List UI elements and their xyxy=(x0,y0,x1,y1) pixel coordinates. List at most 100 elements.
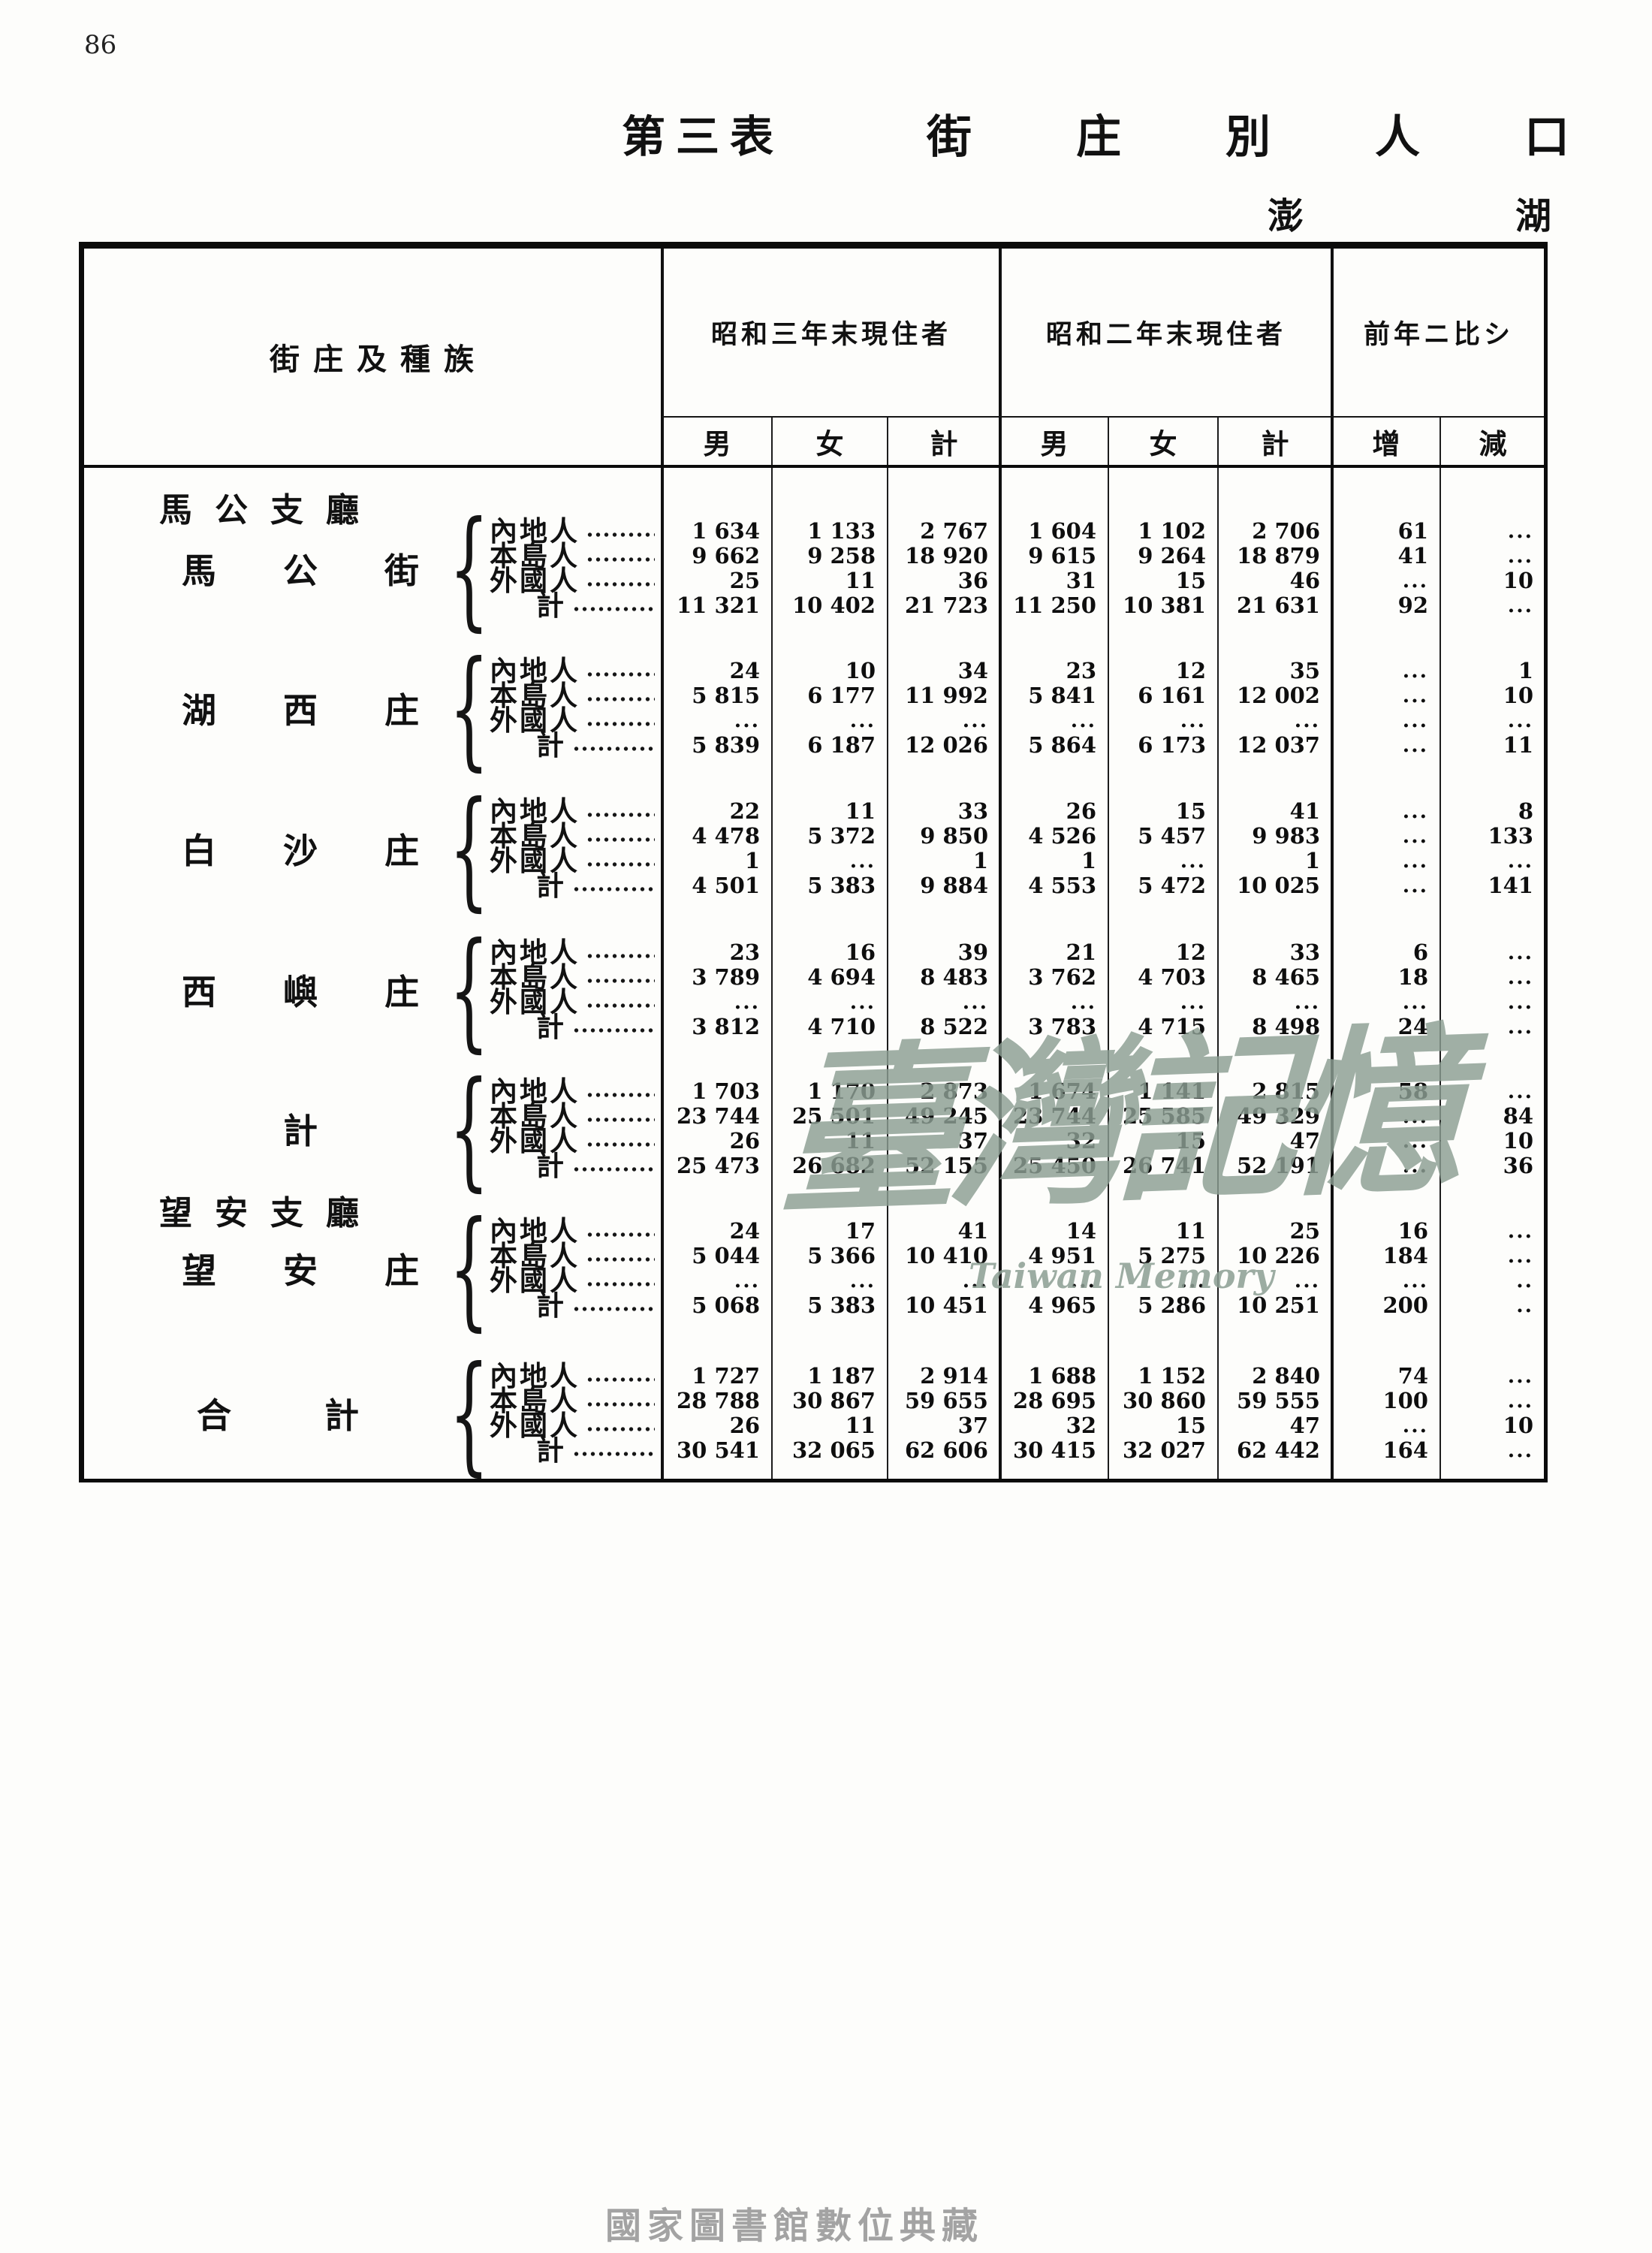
value-cell: ... xyxy=(1507,966,1533,989)
table-rule xyxy=(999,249,1002,1479)
value-cell: 1 xyxy=(744,848,760,873)
race-label: 計 xyxy=(536,1010,566,1043)
value-cell: 59 655 xyxy=(905,1388,988,1413)
value-cell: 25 473 xyxy=(677,1153,760,1178)
value-cell: 25 450 xyxy=(1013,1153,1096,1178)
value-cell: ... xyxy=(734,991,760,1014)
value-cell: 23 xyxy=(729,940,760,965)
value-cell: 12 xyxy=(1175,940,1206,965)
value-cell: 1 187 xyxy=(807,1363,876,1389)
value-cell: 11 992 xyxy=(905,683,988,708)
value-cell: 3 789 xyxy=(692,964,760,990)
value-cell: 52 191 xyxy=(1237,1153,1320,1178)
value-cell: 1 703 xyxy=(692,1078,760,1104)
value-cell: ... xyxy=(1507,1365,1533,1388)
value-cell: ... xyxy=(1402,684,1428,707)
sub-header-row: 男 女 計 xyxy=(1000,418,1332,465)
value-cell: ... xyxy=(1507,941,1533,964)
race-row: 內地人 xyxy=(490,1362,658,1390)
value-cell: 3 783 xyxy=(1028,1014,1096,1039)
value-cell: 24 xyxy=(729,1218,760,1244)
value-cell: 31 xyxy=(1066,568,1096,593)
value-cell: 1 688 xyxy=(1028,1363,1096,1389)
place-name-char: 白 xyxy=(182,831,216,871)
race-row: 計 xyxy=(490,731,658,759)
race-row: 外國人 xyxy=(490,1267,658,1295)
race-label: 內地人 xyxy=(490,1075,580,1108)
value-cell: ... xyxy=(1402,569,1428,593)
value-cell: 26 741 xyxy=(1123,1153,1206,1178)
race-row: 外國人 xyxy=(490,1412,658,1440)
value-cell: ... xyxy=(1180,849,1206,873)
value-cell: ... xyxy=(1070,1269,1096,1292)
place-label-cell: {計內地人 本島人 外國人計 xyxy=(84,1064,662,1193)
col-header-female: 女 xyxy=(815,427,844,460)
place-label-cell: {馬公街內地人 本島人 外國人計 xyxy=(84,504,662,633)
value-cell: 46 xyxy=(1289,568,1320,593)
value-cell: 5 366 xyxy=(807,1243,876,1268)
value-cell: 200 xyxy=(1382,1292,1428,1318)
race-row: 計 xyxy=(490,1010,658,1043)
value-cell: 24 xyxy=(1397,1014,1428,1039)
value-cell: 23 744 xyxy=(1013,1103,1096,1129)
value-cell: 3 812 xyxy=(692,1014,760,1039)
place-name-char: 庄 xyxy=(384,972,419,1012)
value-cell: 1 xyxy=(1304,848,1320,873)
col-header-decrease: 減 xyxy=(1479,427,1507,460)
place-group-row: {西嶼庄內地人 本島人 外國人計 23 16 39 21 12 33 6... 3 789 4 694… xyxy=(84,925,1545,1054)
value-cell: ... xyxy=(1070,991,1096,1014)
dotted-leader xyxy=(586,952,655,958)
value-cell: 2 914 xyxy=(920,1363,988,1389)
place-group-row: {湖西庄內地人 本島人 外國人計 24 10 34 23 12 35... 1 5 815 6 177… xyxy=(84,644,1545,772)
race-label: 計 xyxy=(536,1434,566,1467)
race-row: 外國人 xyxy=(490,847,658,875)
value-cell: .. xyxy=(1516,1269,1533,1292)
value-cell: 41 xyxy=(1397,543,1428,569)
value-cell: ... xyxy=(1402,800,1428,823)
value-cell: 18 xyxy=(1397,964,1428,990)
value-cell: 32 065 xyxy=(792,1437,876,1463)
value-cell: 4 526 xyxy=(1028,823,1096,849)
value-cell: 30 415 xyxy=(1013,1437,1096,1463)
value-cell: ... xyxy=(1507,1080,1533,1103)
value-cell: 5 457 xyxy=(1138,823,1206,849)
race-label: 本島人 xyxy=(490,1099,580,1133)
group-brace-icon: { xyxy=(449,774,490,924)
place-name: 白沙庄 xyxy=(182,799,419,898)
value-cell: 52 155 xyxy=(905,1153,988,1178)
value-cell: ... xyxy=(1507,991,1533,1014)
value-cell: 1 102 xyxy=(1138,518,1206,544)
place-name-char: 馬 xyxy=(182,550,216,591)
place-name-char: 街 xyxy=(384,550,419,591)
value-cell: 133 xyxy=(1488,823,1533,849)
dotted-leader xyxy=(586,977,655,983)
value-cell: 9 850 xyxy=(920,823,988,849)
value-cell: 10 226 xyxy=(1237,1243,1320,1268)
value-cell: ... xyxy=(1070,709,1096,732)
table-rule xyxy=(661,249,664,1479)
title-main-text: 街 庄 別 人 口 xyxy=(927,101,1569,166)
value-cell: 32 xyxy=(1066,1413,1096,1438)
value-cell: 11 xyxy=(1175,1218,1206,1244)
value-cell: ... xyxy=(962,1269,988,1292)
value-cell: 6 173 xyxy=(1138,732,1206,758)
value-cell: 22 xyxy=(729,798,760,824)
table-rule xyxy=(84,465,1544,468)
value-cell: ... xyxy=(849,991,876,1014)
value-cell: ... xyxy=(734,709,760,732)
col-group-header-compare: 前年ニ比シ xyxy=(1363,319,1514,350)
dotted-leader xyxy=(586,1376,655,1382)
value-cell: 37 xyxy=(957,1128,988,1154)
table-rule xyxy=(662,416,1544,418)
value-cell: ... xyxy=(962,709,988,732)
value-cell: 10 xyxy=(1503,683,1533,708)
value-cell: 4 694 xyxy=(807,964,876,990)
value-cell: 12 026 xyxy=(905,732,988,758)
race-row: 外國人 xyxy=(490,567,658,595)
race-row: 計 xyxy=(490,1292,658,1320)
value-cell: 25 585 xyxy=(1123,1103,1206,1129)
value-cell: ... xyxy=(1402,1130,1428,1153)
value-cell: 8 xyxy=(1518,798,1533,824)
value-cell: 30 860 xyxy=(1123,1388,1206,1413)
value-cell: 4 710 xyxy=(807,1014,876,1039)
